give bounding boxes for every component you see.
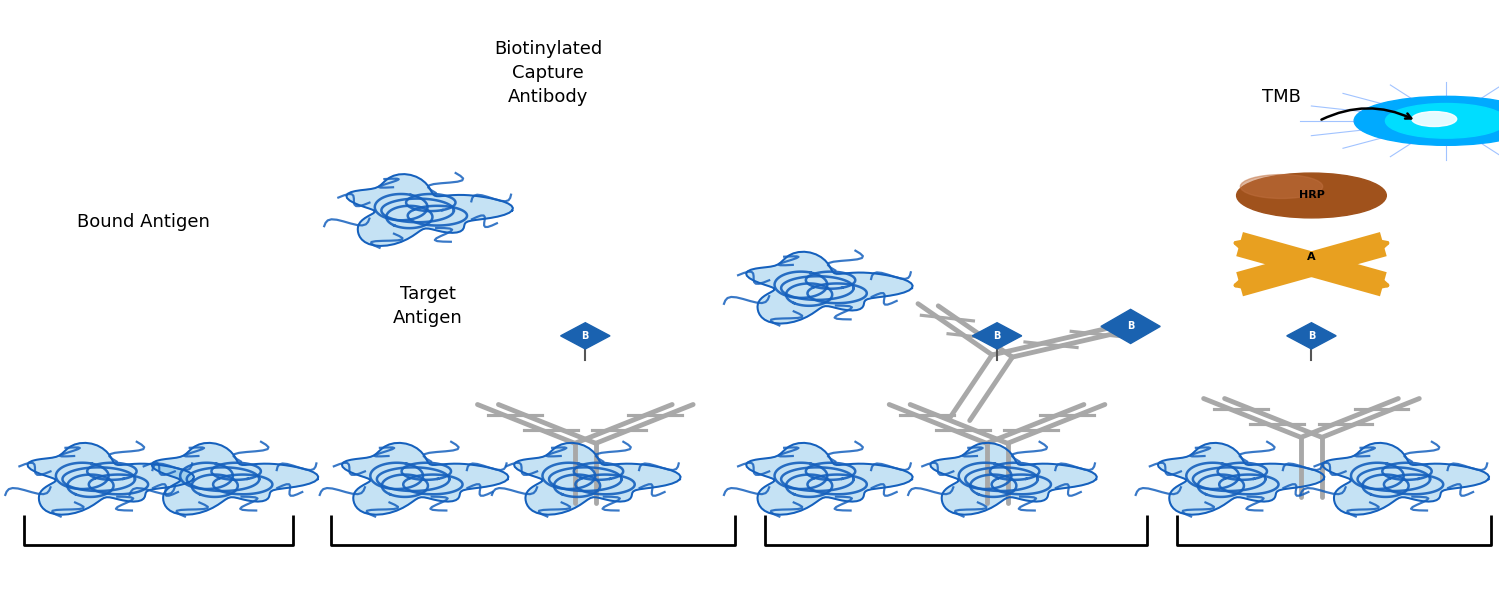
- Text: Target
Antigen: Target Antigen: [393, 285, 464, 327]
- Polygon shape: [561, 323, 610, 349]
- Polygon shape: [746, 252, 912, 323]
- Polygon shape: [930, 443, 1096, 515]
- Text: TMB: TMB: [1262, 88, 1300, 106]
- Ellipse shape: [1412, 112, 1456, 127]
- Ellipse shape: [1371, 102, 1500, 140]
- Polygon shape: [1101, 310, 1160, 344]
- Ellipse shape: [1236, 173, 1386, 218]
- Text: Biotinylated
Capture
Antibody: Biotinylated Capture Antibody: [494, 40, 602, 106]
- Polygon shape: [1287, 323, 1336, 349]
- Text: A: A: [1306, 252, 1316, 262]
- Polygon shape: [346, 174, 513, 246]
- Polygon shape: [1158, 443, 1324, 515]
- Text: B: B: [1308, 331, 1316, 341]
- Polygon shape: [342, 443, 508, 515]
- Text: B: B: [582, 331, 590, 341]
- Ellipse shape: [1356, 98, 1500, 143]
- Ellipse shape: [1396, 108, 1497, 133]
- Ellipse shape: [1240, 175, 1323, 199]
- Polygon shape: [514, 443, 681, 515]
- Ellipse shape: [1386, 104, 1500, 138]
- Text: Bound Antigen: Bound Antigen: [76, 214, 210, 232]
- Text: HRP: HRP: [1299, 190, 1324, 200]
- Ellipse shape: [1354, 97, 1500, 145]
- Polygon shape: [1323, 443, 1490, 515]
- Polygon shape: [152, 443, 318, 515]
- Text: B: B: [1126, 322, 1134, 331]
- Polygon shape: [972, 323, 1022, 349]
- Text: B: B: [993, 331, 1000, 341]
- Polygon shape: [746, 443, 912, 515]
- Ellipse shape: [1384, 106, 1500, 136]
- Polygon shape: [27, 443, 194, 515]
